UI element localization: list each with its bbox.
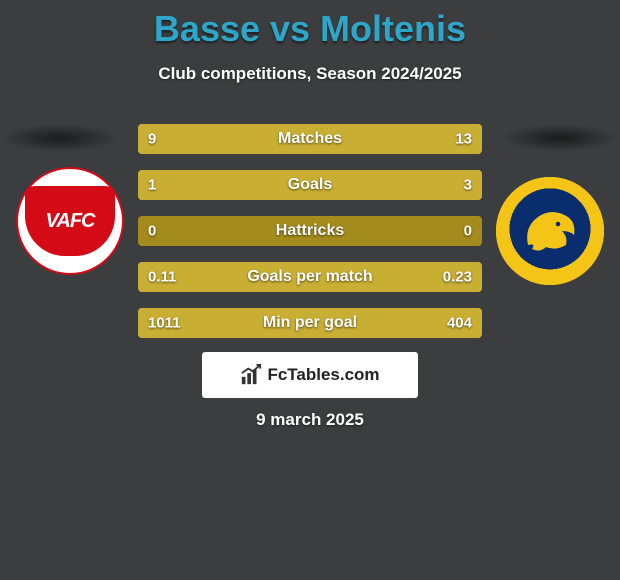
page-title: Basse vs Moltenis: [0, 0, 620, 50]
bar-value-right: 0.23: [443, 269, 472, 286]
bar-label: Matches: [278, 130, 342, 148]
bar-value-left: 0: [148, 223, 156, 240]
bar-value-right: 0: [464, 223, 472, 240]
bar-value-right: 13: [455, 131, 472, 148]
bar-value-left: 9: [148, 131, 156, 148]
chart-icon: [240, 364, 262, 386]
bar-label: Min per goal: [263, 314, 357, 332]
brand-text: FcTables.com: [267, 365, 379, 385]
shadow-left: [0, 124, 120, 152]
bar-value-left: 1: [148, 177, 156, 194]
bar-label: Goals per match: [247, 268, 372, 286]
stat-bar-row: 0 0 Hattricks: [138, 216, 482, 246]
date-text: 9 march 2025: [256, 410, 364, 430]
page-subtitle: Club competitions, Season 2024/2025: [0, 64, 620, 84]
shadow-right: [500, 124, 620, 152]
bar-value-left: 0.11: [148, 269, 176, 286]
brand-box: FcTables.com: [202, 352, 418, 398]
bar-value-right: 404: [447, 315, 472, 332]
stat-bar-row: 0.11 0.23 Goals per match: [138, 262, 482, 292]
svg-text:FCSM: FCSM: [537, 193, 563, 203]
team-abbrev-left: VAFC: [25, 186, 115, 256]
bar-label: Hattricks: [276, 222, 344, 240]
stat-bars: 913Matches13Goals00Hattricks0.110.23Goal…: [138, 124, 482, 354]
bar-fill-right: [224, 170, 482, 200]
bar-value-left: 1011: [148, 315, 181, 332]
stat-bar-row: 9 13 Matches: [138, 124, 482, 154]
page-root: Basse vs Moltenis Club competitions, Sea…: [0, 0, 620, 580]
bar-label: Goals: [288, 176, 332, 194]
lion-icon: FCSM: [496, 177, 604, 285]
team-logo-left: VAFC: [16, 167, 124, 275]
team-logo-right: FCSM: [496, 177, 604, 285]
stat-bar-row: 1 3 Goals: [138, 170, 482, 200]
bar-fill-left: [138, 124, 279, 154]
stat-bar-row: 1011 404 Min per goal: [138, 308, 482, 338]
bar-value-right: 3: [464, 177, 472, 194]
